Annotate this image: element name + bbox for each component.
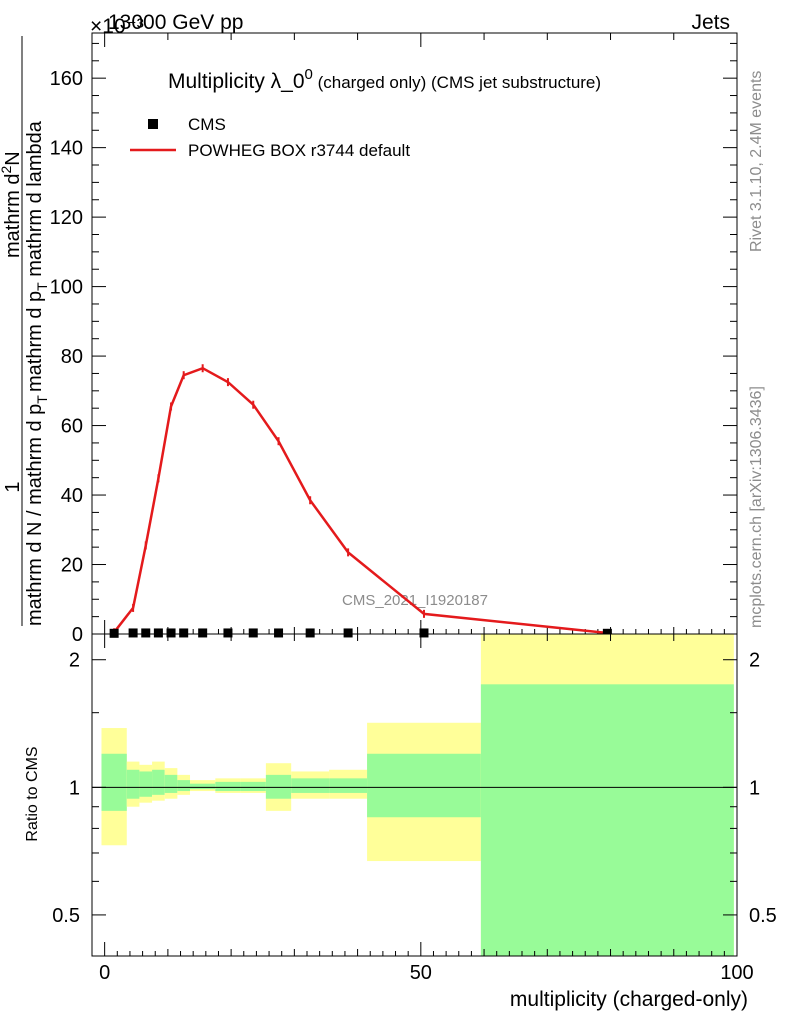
- chart-title-rest: (charged only) (CMS jet substructure): [313, 73, 601, 92]
- ratio-band-green: [367, 753, 481, 818]
- watermark: CMS_2021_I1920187: [342, 592, 488, 609]
- ratio-y-tick-label-right: 2: [749, 650, 760, 672]
- cms-point: [305, 628, 315, 638]
- ratio-band-green: [152, 769, 165, 795]
- ratio-band-green: [126, 769, 140, 799]
- cms-point: [109, 628, 119, 638]
- header-exponent: ×10⁻³: [90, 15, 144, 38]
- cms-point: [179, 628, 189, 638]
- ratio-band-green: [139, 771, 153, 797]
- cms-point: [223, 628, 233, 638]
- legend-powheg-label: POWHEG BOX r3744 default: [188, 141, 410, 160]
- x-tick-label: 100: [720, 962, 753, 984]
- y-tick-label: 20: [61, 555, 83, 577]
- main-panel: 0 20 40 60 80 100 120 140 160 Multiplicity λ_00 …: [50, 32, 738, 646]
- mcplots-label: mcplots.cern.ch [arXiv:1306.3436]: [748, 386, 765, 628]
- cms-series: [109, 628, 612, 638]
- chart-title-sup: 0: [305, 66, 313, 83]
- header-energy: 13000 GeV pp: [108, 11, 243, 34]
- cms-point: [128, 628, 138, 638]
- ratio-band-green: [265, 774, 292, 799]
- y-tick-label: 0: [72, 624, 83, 646]
- y-tick-label: 100: [50, 277, 83, 299]
- y-tick-label: 140: [50, 138, 83, 160]
- ratio-y-tick-label: 1: [69, 777, 80, 799]
- powheg-series: [113, 364, 609, 637]
- ratio-band-green: [291, 778, 330, 793]
- ratio-x-axis: 0 50 100: [99, 634, 754, 984]
- ratio-y-tick-label: 2: [69, 650, 80, 672]
- ratio-y-tick-label-right: 1: [749, 777, 760, 799]
- powheg-line: [113, 366, 608, 635]
- cms-point: [198, 628, 208, 638]
- legend-cms-label: CMS: [188, 115, 226, 134]
- rivet-version-label: Rivet 3.1.10, 2.4M events: [748, 71, 765, 252]
- y-label-denominator-left: mathrm d N / mathrm d pT: [24, 395, 50, 626]
- legend-cms-marker: [148, 119, 158, 129]
- cms-point: [166, 628, 176, 638]
- ratio-band-green: [480, 684, 734, 956]
- x-tick-label: 0: [99, 962, 110, 984]
- cms-point: [419, 628, 429, 638]
- y-tick-label: 40: [61, 485, 83, 507]
- ratio-band-green: [164, 774, 178, 793]
- ratio-y-label: Ratio to CMS: [24, 746, 41, 841]
- y-label-num-sup: 2: [0, 166, 14, 174]
- cms-point: [274, 628, 284, 638]
- cms-point: [602, 628, 612, 638]
- chart-title: Multiplicity λ_00 (charged only) (CMS je…: [168, 66, 601, 93]
- y-label-den: mathrm d p: [24, 291, 46, 392]
- ratio-band-green: [215, 781, 241, 792]
- y-label-num: mathrm d: [2, 174, 24, 258]
- y-label-den-sub: T: [34, 282, 50, 291]
- main-y-axis: 0 20 40 60 80 100 120 140 160: [50, 42, 737, 646]
- ratio-panel: 0.5 0.5 1 1 2 2 0 50 100 Ratio to CMS multiplic…: [24, 633, 777, 1011]
- y-tick-label: 120: [50, 207, 83, 229]
- y-label-den-rest: mathrm d lambda: [24, 120, 46, 282]
- ratio-band-green: [240, 781, 266, 792]
- y-label-numerator: mathrm d2N: [0, 151, 24, 258]
- ratio-y-axis: 0.5 0.5 1 1 2 2: [52, 650, 777, 927]
- ratio-frame: [91, 633, 738, 957]
- y-label-one: 1: [2, 481, 24, 492]
- y-label-frac-left: mathrm d N / mathrm d p: [24, 404, 46, 626]
- y-tick-label: 160: [50, 68, 83, 90]
- main-y-label: 1 mathrm d N / mathrm d pT mathrm d2N ma…: [0, 36, 50, 626]
- ratio-bands: [101, 634, 734, 956]
- cms-point: [153, 628, 163, 638]
- ratio-band-green: [101, 753, 127, 811]
- ratio-y-tick-label-right: 0.5: [749, 905, 777, 927]
- x-tick-label: 50: [410, 962, 432, 984]
- header-jets: Jets: [691, 11, 730, 34]
- legend: CMS POWHEG BOX r3744 default: [130, 115, 410, 160]
- cms-point: [343, 628, 353, 638]
- chart-title-main: Multiplicity λ_0: [168, 70, 305, 93]
- cms-point: [141, 628, 151, 638]
- y-tick-label: 80: [61, 346, 83, 368]
- cms-point: [248, 628, 258, 638]
- x-axis-label: multiplicity (charged-only): [510, 988, 748, 1011]
- ratio-band-green: [329, 778, 368, 793]
- y-label-frac-left-sub: T: [34, 395, 50, 404]
- y-label-num-rest: N: [2, 151, 24, 165]
- ratio-band-green: [177, 780, 191, 792]
- y-tick-label: 60: [61, 416, 83, 438]
- ratio-y-tick-label: 0.5: [52, 905, 80, 927]
- y-label-denominator: mathrm d pT mathrm d lambda: [24, 120, 50, 392]
- ratio-band-green: [190, 783, 216, 790]
